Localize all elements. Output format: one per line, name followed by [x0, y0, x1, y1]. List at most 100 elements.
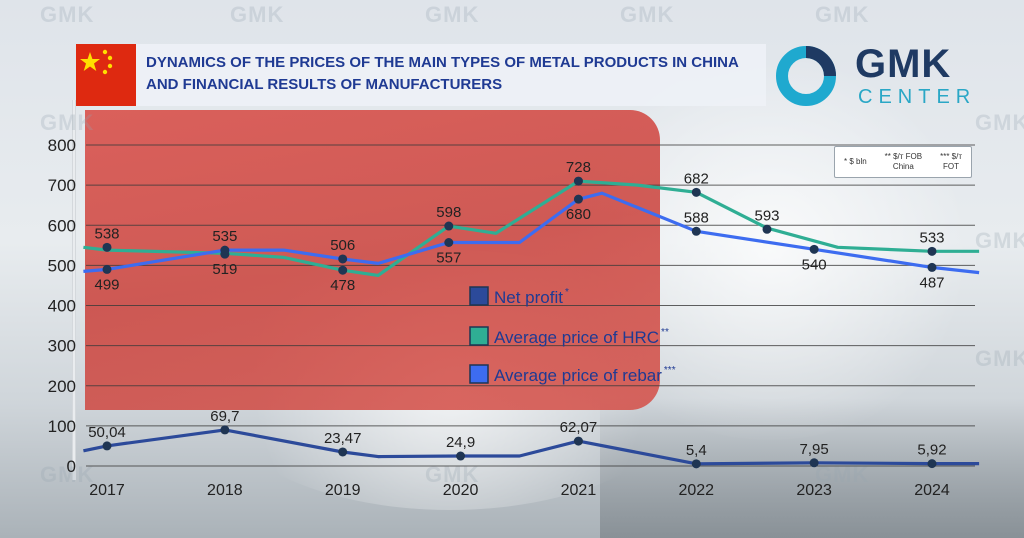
y-axis-ticks: 0 100 200 300 400 500 600 700 800 — [48, 136, 76, 476]
hrc-data-label: 598 — [436, 204, 461, 221]
profit-data-label: 23,47 — [324, 430, 362, 447]
watermark: GMK — [40, 2, 95, 27]
chart-title: DYNAMICS OF THE PRICES OF THE MAIN TYPES… — [146, 54, 739, 93]
flag-star-small — [107, 55, 113, 61]
profit-data-label: 5,4 — [686, 442, 707, 459]
rebar-data-label: 588 — [684, 209, 709, 226]
hrc-data-label: 593 — [754, 207, 779, 224]
profit-series-line — [83, 428, 980, 466]
profit-data-label: 69,7 — [210, 408, 239, 425]
watermark: GMK — [620, 2, 675, 27]
watermark: GMK — [975, 228, 1024, 253]
x-tick-label: 2022 — [678, 482, 714, 499]
y-tick-label: 800 — [48, 136, 76, 155]
profit-legend-swatch — [469, 286, 489, 306]
profit-data-label: 24,9 — [446, 434, 475, 451]
hrc-data-label: 533 — [919, 229, 944, 246]
rebar-data-point — [102, 264, 112, 274]
hrc-legend-label: Average price of HRC — [494, 328, 659, 347]
watermark: GMK — [975, 346, 1024, 371]
rebar-data-point — [809, 244, 819, 254]
rebar-data-label: 499 — [94, 276, 119, 293]
hrc-data-label: 538 — [94, 225, 119, 242]
flag-star-small — [102, 69, 108, 75]
y-tick-label: 700 — [48, 176, 76, 195]
hrc-data-point — [762, 224, 772, 234]
legend: Net profit * Average price of HRC ** Average… — [469, 286, 676, 385]
rebar-data-label: 487 — [919, 274, 944, 291]
hrc-series-line — [83, 179, 980, 277]
flag-star-small — [102, 49, 108, 55]
logo-ring-accent — [805, 46, 836, 77]
watermark: GMK — [425, 2, 480, 27]
x-tick-label: 2017 — [89, 482, 125, 499]
watermark: GMK — [40, 110, 95, 135]
hrc-data-label: 478 — [330, 277, 355, 294]
industrial-plant-background — [600, 398, 1024, 538]
flag-star-small — [107, 63, 113, 69]
rebar-data-label: 540 — [802, 256, 827, 273]
rebar-data-label: 506 — [330, 237, 355, 254]
profit-data-point — [573, 436, 583, 446]
rebar-data-point — [573, 194, 583, 204]
profit-data-point — [809, 458, 819, 468]
hrc-data-point — [573, 176, 583, 186]
y-tick-label: 400 — [48, 297, 76, 316]
x-tick-label: 2020 — [443, 482, 479, 499]
profit-data-label: 50,04 — [88, 424, 126, 441]
rebar-data-point — [927, 262, 937, 272]
logo-subtitle: CENTER — [858, 86, 977, 108]
profit-legend-mark: * — [565, 287, 569, 298]
x-tick-label: 2021 — [561, 482, 597, 499]
y-tick-label: 300 — [48, 337, 76, 356]
hrc-data-point — [927, 246, 937, 256]
rebar-data-point — [338, 254, 348, 264]
rebar-data-point — [220, 245, 230, 255]
watermark: GMK — [815, 2, 870, 27]
hrc-data-point — [338, 265, 348, 275]
profit-data-point — [691, 459, 701, 469]
hrc-data-label: 682 — [684, 170, 709, 187]
y-tick-label: 500 — [48, 256, 76, 275]
hrc-legend-swatch — [469, 326, 489, 346]
profit-data-label: 7,95 — [800, 441, 829, 458]
rebar-data-point — [691, 226, 701, 236]
profit-data-point — [927, 459, 937, 469]
flag-star-large — [80, 52, 100, 71]
x-tick-label: 2024 — [914, 482, 950, 499]
unit-hrc: ** $/т FOB China — [884, 152, 923, 171]
y-tick-label: 100 — [48, 417, 76, 436]
watermark: GMK — [975, 110, 1024, 135]
profit-data-point — [220, 425, 230, 435]
hrc-data-point — [444, 221, 454, 231]
rebar-legend-mark: *** — [664, 365, 676, 376]
rebar-data-label: 680 — [566, 206, 591, 223]
gmk-center-logo: GMK CENTER — [770, 40, 980, 112]
rebar-data-label: 535 — [212, 228, 237, 245]
hrc-data-label: 519 — [212, 261, 237, 278]
x-axis-ticks: 2017 2018 2019 2020 2021 2022 2023 2024 — [89, 482, 950, 499]
rebar-data-point — [444, 238, 454, 248]
x-tick-label: 2018 — [207, 482, 243, 499]
flag-pole — [72, 100, 76, 480]
data-labels: 50,04 69,7 23,47 24,9 62,07 5,4 7,95 5,92 538 519… — [88, 159, 946, 459]
watermark: GMK — [40, 462, 95, 487]
profit-data-point — [338, 447, 348, 457]
china-flag-background — [85, 110, 660, 410]
profit-data-point — [456, 451, 466, 461]
y-tick-label: 0 — [67, 457, 76, 476]
rebar-legend-swatch — [469, 364, 489, 384]
hrc-data-point — [102, 242, 112, 252]
y-tick-label: 200 — [48, 377, 76, 396]
profit-data-point — [102, 441, 112, 451]
logo-wordmark: GMK — [855, 42, 952, 86]
rebar-series-line — [83, 191, 980, 275]
x-tick-label: 2023 — [796, 482, 832, 499]
title-banner — [76, 44, 766, 106]
china-flag-icon — [76, 44, 136, 106]
profit-data-label: 5,92 — [917, 442, 946, 459]
rebar-data-label: 557 — [436, 250, 461, 267]
profit-data-label: 62,07 — [560, 419, 598, 436]
watermark: GMK — [230, 2, 285, 27]
rebar-legend-label: Average price of rebar — [494, 366, 662, 385]
